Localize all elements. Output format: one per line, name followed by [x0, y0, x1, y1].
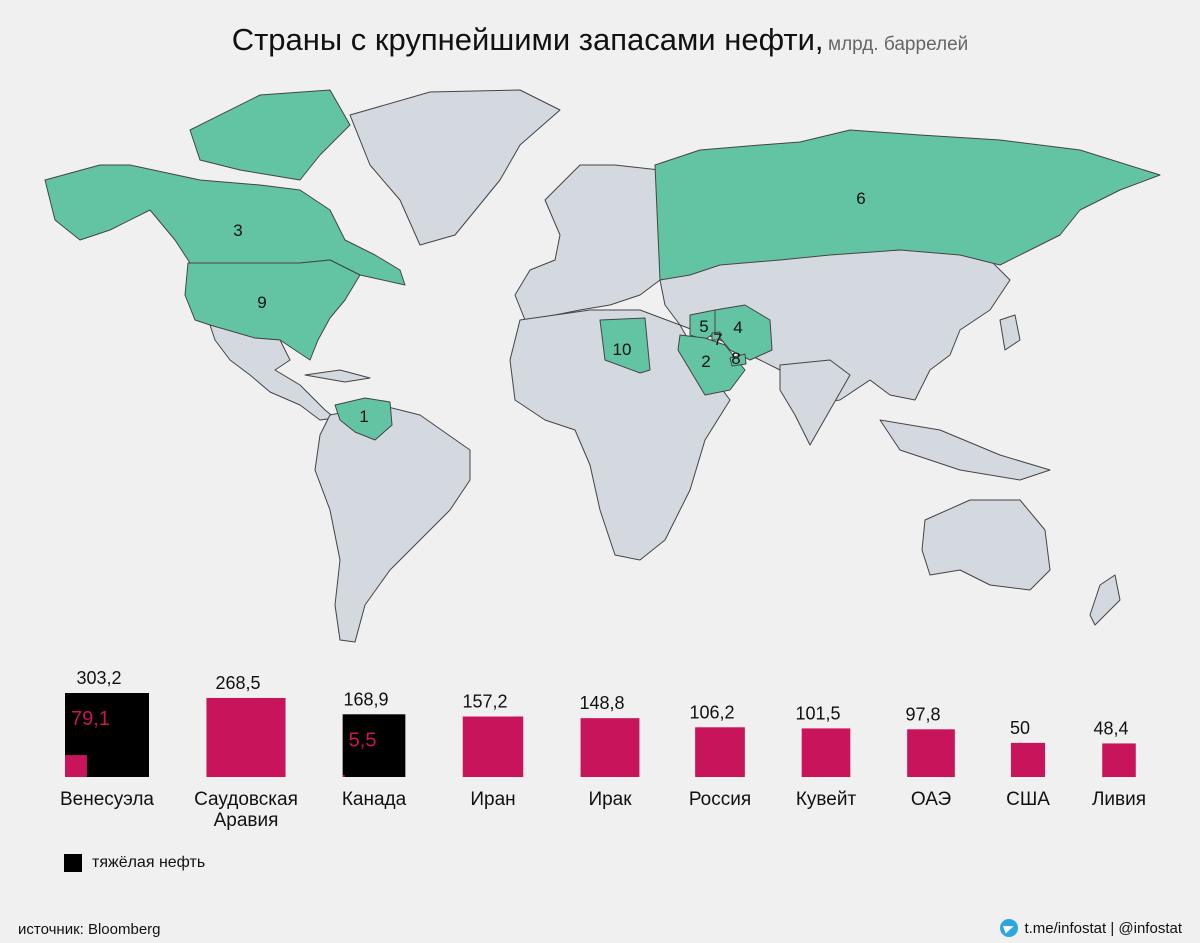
- uae-shape: [729, 353, 747, 367]
- new-zealand-shape: [1089, 574, 1121, 626]
- usa-shape: [184, 259, 361, 361]
- map-label-venezuela: 1: [359, 407, 368, 426]
- credit-text: t.me/infostat | @infostat: [1024, 919, 1182, 937]
- bar-7-square: [907, 729, 955, 777]
- bar-8-square: [1010, 742, 1046, 777]
- bar-3-category-label: Иран: [470, 789, 515, 810]
- iraq-shape: [689, 309, 716, 341]
- source-note: источник: Bloomberg: [18, 921, 161, 938]
- australia-shape: [921, 499, 1051, 591]
- bar-1-category-label-1: Аравия: [214, 810, 279, 831]
- bar-5-square: [695, 727, 745, 777]
- world-map: 1 2 3 4 5 6 7 8 9 10: [44, 89, 1161, 643]
- bar-8-value-label: 50: [1010, 718, 1030, 738]
- map-label-libya: 10: [613, 340, 632, 359]
- bar-1-square: [206, 697, 286, 777]
- south-america-shape: [314, 404, 471, 643]
- bar-9-category-label: Ливия: [1092, 789, 1146, 810]
- bar-2-inner-label: 5,5: [349, 729, 377, 751]
- map-label-kuwait: 7: [713, 330, 722, 349]
- venezuela-shape: [334, 397, 393, 441]
- bar-9-value-label: 48,4: [1093, 718, 1128, 738]
- japan-shape: [999, 314, 1021, 351]
- title-main: Страны с крупнейшими запасами нефти,: [231, 22, 824, 57]
- bar-3-value-label: 157,2: [462, 692, 507, 712]
- bar-6-square: [801, 728, 851, 777]
- bar-7-value-label: 97,8: [905, 704, 940, 724]
- bar-5-value-label: 106,2: [689, 702, 734, 722]
- canada-shape: [44, 164, 406, 286]
- kuwait-shape: [711, 331, 721, 341]
- chart-title: Страны с крупнейшими запасами нефти, млр…: [0, 22, 1200, 58]
- bar-1-category-label: Саудовская: [194, 789, 298, 810]
- russia-shape: [654, 129, 1161, 281]
- legend-heavy-swatch: [64, 854, 82, 872]
- bar-0-category-label: Венесуэла: [60, 789, 154, 810]
- bar-6-category-label: Кувейт: [796, 789, 857, 810]
- bar-4-value-label: 148,8: [579, 693, 624, 713]
- map-label-usa: 9: [257, 293, 266, 312]
- bar-2-total-square: [342, 714, 406, 777]
- telegram-icon: [1000, 919, 1019, 937]
- map-label-saudi-arabia: 2: [701, 352, 710, 371]
- greenland-shape: [349, 89, 561, 246]
- bar-6-value-label: 101,5: [795, 703, 840, 723]
- map-label-uae: 8: [731, 349, 740, 368]
- bar-1-value-label: 268,5: [215, 673, 260, 693]
- title-unit: млрд. баррелей: [828, 34, 969, 55]
- bar-2-category-label: Канада: [342, 789, 407, 810]
- map-label-iran: 4: [733, 318, 742, 337]
- bar-9-square: [1102, 743, 1136, 777]
- map-label-russia: 6: [856, 189, 865, 208]
- bar-2-light-square: [342, 774, 345, 777]
- canada-arctic-shape: [189, 89, 351, 181]
- credit[interactable]: t.me/infostat | @infostat: [1000, 919, 1182, 937]
- legend: тяжёлая нефть: [64, 854, 205, 872]
- legend-heavy-label: тяжёлая нефть: [92, 854, 206, 871]
- bar-0-inner-label: 79,1: [71, 708, 110, 730]
- bar-8-category-label: США: [1006, 789, 1050, 810]
- bar-4-square: [580, 718, 640, 777]
- southeast-asia-shape: [879, 419, 1051, 481]
- africa-shape: [509, 309, 731, 561]
- bar-7-category-label: ОАЭ: [911, 789, 951, 810]
- map-label-iraq: 5: [699, 317, 708, 336]
- bar-0-value-label: 303,2: [76, 668, 121, 688]
- bar-5-category-label: Россия: [689, 789, 751, 810]
- india-shape: [779, 359, 851, 446]
- bar-2-value-label: 168,9: [343, 689, 388, 709]
- libya-shape: [599, 317, 651, 374]
- europe-shape: [514, 164, 661, 321]
- caribbean-shape: [304, 369, 371, 383]
- map-label-canada: 3: [233, 221, 242, 240]
- bar-3-square: [462, 716, 524, 777]
- bar-4-category-label: Ирак: [588, 789, 632, 810]
- bar-0-light-square: [65, 755, 87, 777]
